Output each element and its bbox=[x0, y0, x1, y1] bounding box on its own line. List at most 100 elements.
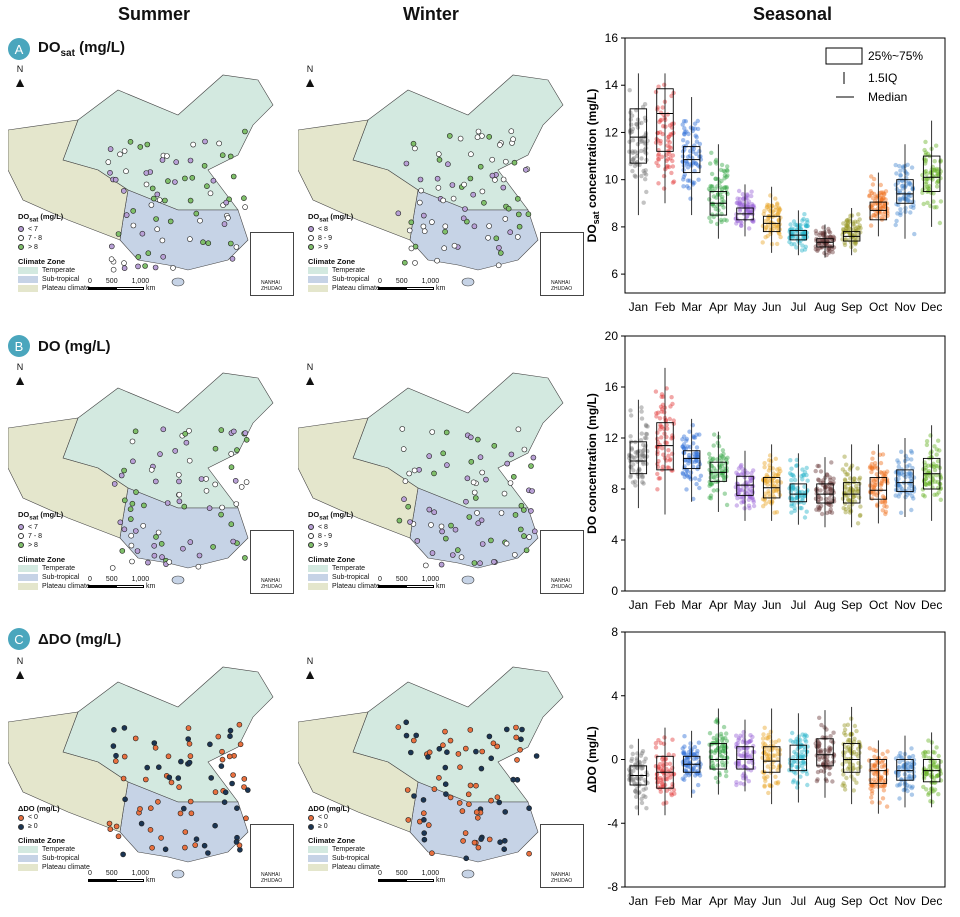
station-dot bbox=[474, 510, 480, 516]
jitter-point bbox=[748, 478, 754, 483]
jitter-point bbox=[896, 769, 901, 774]
jitter-point bbox=[824, 242, 830, 247]
jitter-point bbox=[631, 768, 636, 773]
box-oct bbox=[869, 759, 888, 784]
jitter-point bbox=[825, 510, 830, 516]
jitter-point bbox=[923, 750, 928, 755]
jitter-point bbox=[628, 161, 633, 167]
jitter-point bbox=[893, 222, 898, 228]
jitter-point bbox=[748, 208, 754, 213]
jitter-point bbox=[724, 185, 729, 190]
jitter-point bbox=[907, 471, 912, 476]
station-dot bbox=[123, 212, 130, 218]
jitter-point bbox=[935, 463, 940, 469]
jitter-point bbox=[923, 481, 928, 487]
jitter-point bbox=[645, 424, 650, 429]
jitter-point bbox=[686, 131, 691, 137]
station-dot bbox=[182, 175, 188, 182]
jitter-point bbox=[684, 160, 690, 165]
jitter-point bbox=[724, 218, 729, 223]
jitter-point bbox=[631, 777, 636, 783]
jitter-point bbox=[873, 482, 878, 488]
station-dot bbox=[144, 141, 151, 148]
station-dot bbox=[473, 782, 479, 789]
jitter-point bbox=[772, 510, 777, 515]
x-tick-label: Oct bbox=[869, 894, 888, 908]
station-dot bbox=[137, 144, 144, 150]
jitter-point bbox=[898, 197, 903, 202]
legend-item: 8 - 9 bbox=[308, 234, 380, 243]
jitter-point bbox=[666, 134, 671, 140]
jitter-point bbox=[795, 740, 800, 745]
jitter-point bbox=[642, 777, 647, 783]
jitter-point bbox=[691, 789, 696, 794]
jitter-point bbox=[871, 771, 876, 776]
jitter-point bbox=[692, 126, 698, 131]
jitter-point bbox=[711, 443, 716, 448]
north-arrow: N ▲ bbox=[303, 656, 317, 682]
station-dot bbox=[466, 514, 473, 520]
jitter-point bbox=[734, 221, 739, 226]
jitter-point bbox=[880, 452, 886, 457]
jitter-point bbox=[867, 193, 872, 199]
station-dot bbox=[117, 519, 124, 526]
station-dot bbox=[408, 749, 414, 756]
station-dot bbox=[227, 153, 234, 160]
jitter-point bbox=[745, 201, 750, 206]
jitter-point bbox=[683, 143, 689, 149]
station-dot bbox=[109, 243, 115, 250]
station-dot bbox=[500, 184, 507, 191]
jitter-point bbox=[869, 465, 874, 470]
legend-item: 7 - 8 bbox=[18, 532, 90, 541]
jitter-point bbox=[872, 763, 877, 769]
jitter-point bbox=[802, 231, 807, 236]
jitter-point bbox=[750, 490, 755, 495]
jitter-point bbox=[926, 188, 931, 194]
jitter-point bbox=[896, 464, 901, 469]
jitter-point bbox=[820, 231, 826, 236]
jitter-point bbox=[897, 188, 903, 194]
jitter-point bbox=[739, 223, 744, 228]
jitter-point bbox=[878, 499, 884, 505]
jitter-point bbox=[655, 471, 660, 477]
jitter-point bbox=[903, 453, 909, 459]
jitter-point bbox=[635, 453, 640, 459]
jitter-point bbox=[923, 754, 928, 759]
jitter-point bbox=[774, 483, 780, 488]
station-dot bbox=[426, 749, 433, 756]
station-dot bbox=[488, 537, 494, 544]
jitter-point bbox=[789, 503, 794, 509]
legend-zone: Sub-tropical bbox=[308, 275, 380, 284]
jitter-point bbox=[923, 467, 928, 473]
jitter-point bbox=[789, 496, 795, 501]
jitter-point bbox=[884, 477, 890, 482]
station-dot bbox=[447, 794, 454, 801]
station-dot bbox=[518, 526, 524, 533]
jitter-point bbox=[773, 473, 778, 478]
jitter-point bbox=[804, 733, 809, 739]
jitter-point bbox=[932, 167, 937, 172]
jitter-point bbox=[692, 435, 698, 440]
jitter-point bbox=[932, 444, 937, 449]
jitter-point bbox=[869, 461, 875, 467]
box-aug bbox=[816, 238, 834, 248]
jitter-point bbox=[909, 792, 915, 797]
jitter-point bbox=[629, 744, 634, 749]
station-dot bbox=[148, 805, 154, 811]
jitter-point bbox=[689, 460, 695, 465]
jitter-point bbox=[818, 469, 824, 474]
station-dot bbox=[223, 199, 229, 206]
plateau-zone bbox=[298, 417, 419, 539]
jitter-point bbox=[814, 507, 819, 512]
station-dot bbox=[166, 774, 173, 781]
jitter-point bbox=[853, 228, 858, 234]
jitter-point bbox=[911, 489, 917, 494]
station-dot bbox=[475, 844, 482, 851]
jitter-point bbox=[741, 764, 747, 769]
station-dot bbox=[218, 427, 225, 433]
jitter-point bbox=[739, 500, 744, 505]
china-map bbox=[298, 74, 564, 287]
jitter-point bbox=[843, 756, 849, 762]
